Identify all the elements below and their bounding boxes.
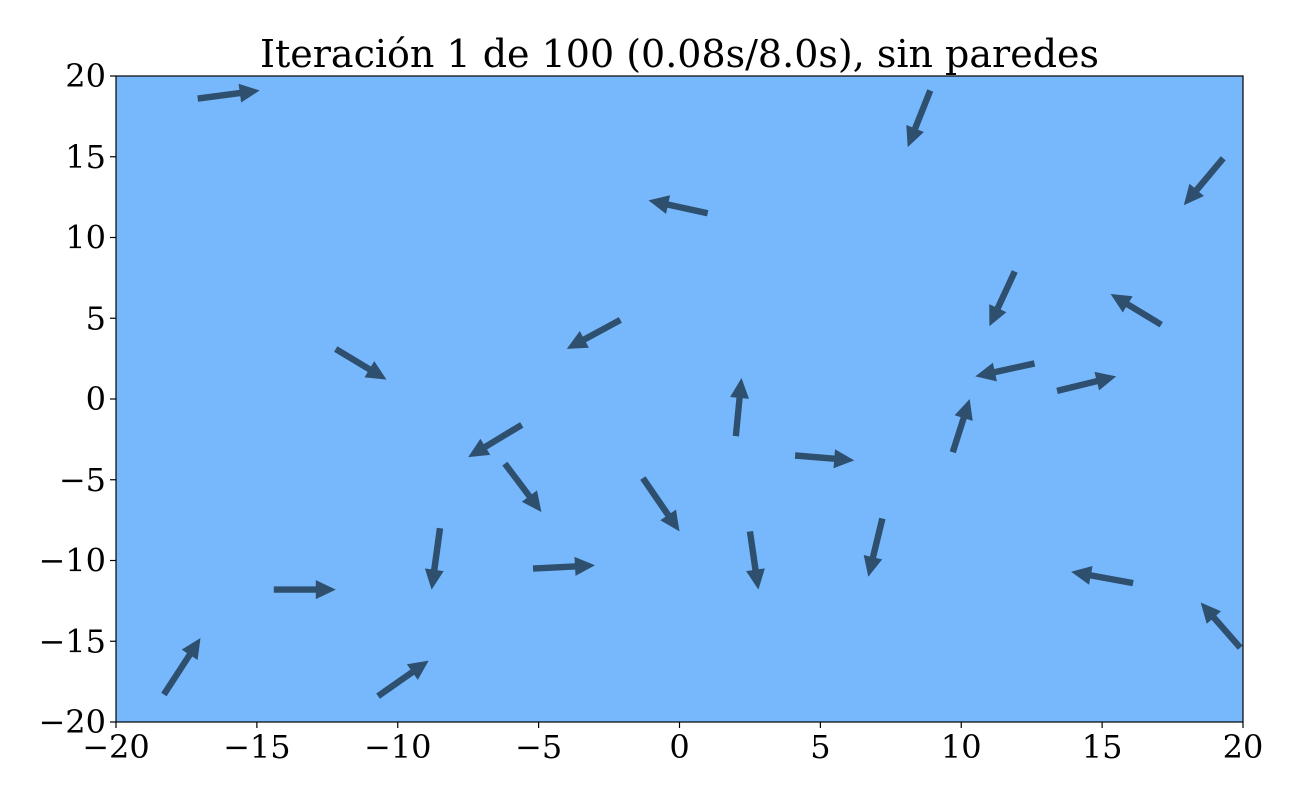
- velocity-arrow: [906, 89, 934, 148]
- velocity-arrow: [949, 399, 973, 454]
- x-tick-label: 5: [810, 728, 830, 766]
- y-tick-label: 10: [65, 219, 106, 257]
- velocity-arrow: [532, 556, 595, 576]
- velocity-arrow: [746, 531, 765, 590]
- velocity-arrow: [161, 638, 201, 697]
- velocity-arrow: [566, 317, 622, 349]
- velocity-arrow: [502, 461, 542, 512]
- velocity-arrow: [468, 422, 524, 458]
- y-tick-label: 5: [86, 299, 106, 337]
- velocity-arrow: [640, 476, 680, 532]
- velocity-arrow: [376, 660, 429, 699]
- x-tick-label: 0: [669, 728, 689, 766]
- y-tick-label: 15: [65, 138, 106, 176]
- y-tick-label: −20: [38, 703, 106, 741]
- velocity-arrow: [1183, 156, 1226, 206]
- velocity-arrow: [863, 517, 886, 577]
- y-tick-label: 0: [86, 380, 106, 418]
- y-axis: −20 −15 −10 −5 0 5 10 15 20: [38, 57, 116, 741]
- velocity-arrow: [197, 83, 260, 103]
- arrows-layer: [161, 83, 1243, 699]
- chart-title: Iteración 1 de 100 (0.08s/8.0s), sin par…: [260, 32, 1099, 76]
- velocity-arrow: [989, 270, 1018, 327]
- x-axis: −20 −15 −10 −5 0 5 10 15 20: [82, 722, 1263, 766]
- velocity-arrow: [648, 195, 709, 217]
- x-tick-label: −20: [82, 728, 150, 766]
- velocity-arrow: [1071, 566, 1134, 587]
- x-tick-label: 15: [1082, 728, 1123, 766]
- velocity-arrow: [1200, 602, 1243, 650]
- velocity-arrow: [1110, 294, 1163, 328]
- x-tick-label: 20: [1223, 728, 1264, 766]
- y-tick-label: 20: [65, 57, 106, 95]
- velocity-arrow: [1056, 371, 1117, 394]
- y-tick-label: −10: [38, 542, 106, 580]
- x-tick-label: 10: [941, 728, 982, 766]
- velocity-arrow: [975, 360, 1036, 382]
- velocity-arrow: [424, 527, 444, 590]
- x-tick-label: −15: [223, 728, 291, 766]
- velocity-arrow: [273, 580, 336, 600]
- velocity-arrow: [794, 449, 855, 469]
- velocity-arrow: [334, 346, 387, 380]
- y-tick-label: −5: [59, 461, 106, 499]
- velocity-arrow: [730, 378, 749, 437]
- x-tick-label: −5: [515, 728, 562, 766]
- y-tick-label: −15: [38, 622, 106, 660]
- plot-area: [116, 76, 1243, 722]
- x-tick-label: −10: [364, 728, 432, 766]
